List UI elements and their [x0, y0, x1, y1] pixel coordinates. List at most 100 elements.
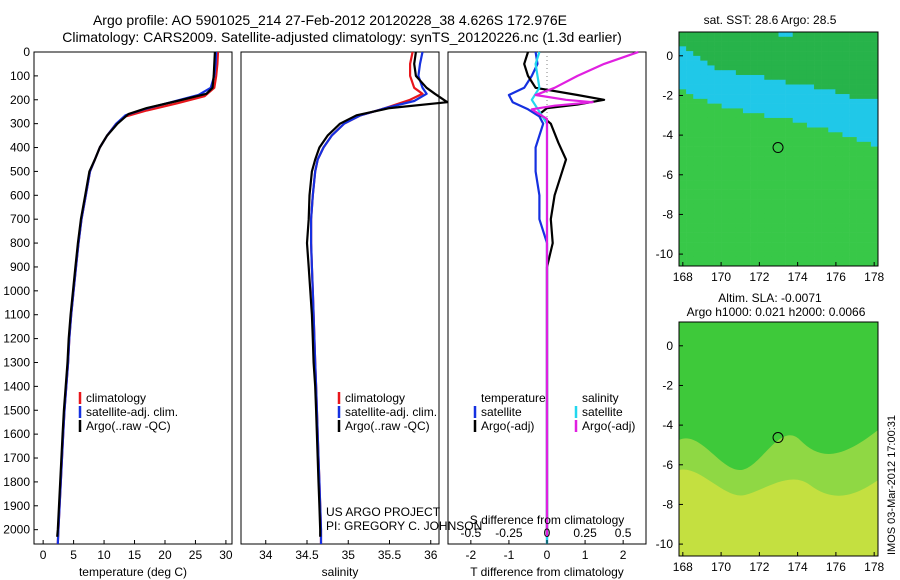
sst-cell	[849, 189, 857, 195]
sst-cell	[863, 51, 872, 57]
sst-cell	[870, 151, 879, 157]
sst-cell	[828, 261, 836, 267]
sst-cell	[714, 132, 722, 138]
sst-cell	[742, 194, 751, 200]
sst-cell	[750, 65, 758, 71]
sst-cell	[849, 180, 857, 186]
sst-cell	[679, 137, 687, 143]
sst-cell	[828, 160, 836, 167]
sst-cell	[679, 256, 687, 262]
sst-cell	[835, 98, 843, 104]
sst-cell	[693, 98, 701, 104]
sst-cell	[742, 113, 751, 119]
sst-cell	[870, 242, 879, 248]
temperature-x-axis: 0 5 10 15 20 25 30	[40, 540, 233, 562]
sst-cell	[771, 175, 779, 181]
sst-cell	[757, 213, 765, 219]
sst-cell	[856, 242, 865, 248]
sst-cell	[714, 65, 722, 71]
sst-cell	[757, 208, 765, 214]
sst-cell	[792, 165, 801, 171]
sst-cell	[814, 261, 822, 267]
map-x-tick-label: 172	[749, 560, 769, 574]
sst-cell	[870, 208, 879, 214]
sst-cell	[828, 103, 836, 109]
sst-cell	[828, 218, 836, 224]
salinity-series	[305, 51, 449, 544]
sst-cell	[686, 70, 694, 76]
sst-cell	[842, 117, 850, 124]
sst-cell	[835, 79, 843, 85]
sst-cell	[700, 84, 708, 90]
sst-cell	[835, 146, 843, 152]
sst-cell	[721, 223, 730, 229]
s-diff-x-tick-label: 0.25	[573, 526, 597, 540]
sst-cell	[721, 113, 730, 119]
sst-cell	[799, 160, 808, 167]
sst-cell	[686, 199, 694, 205]
sst-cell	[764, 223, 772, 229]
sst-cell	[700, 223, 708, 229]
sst-cell	[742, 137, 751, 143]
sst-cell	[742, 84, 751, 90]
sst-cell	[806, 89, 815, 95]
sst-cell	[785, 113, 794, 119]
sst-cell	[799, 199, 808, 205]
sst-cell	[849, 165, 857, 171]
sst-cell	[806, 232, 815, 238]
sst-cell	[856, 89, 865, 95]
sst-cell	[814, 189, 822, 195]
sst-cell	[785, 184, 794, 190]
sst-cell	[870, 223, 879, 229]
sst-cell	[835, 251, 843, 257]
sst-cell	[799, 208, 808, 214]
sst-cell	[757, 36, 765, 42]
sst-cell	[693, 170, 701, 176]
sst-cell	[757, 89, 765, 95]
sst-cell	[764, 46, 772, 52]
map-x-tick-label: 168	[673, 560, 693, 574]
sst-cell	[792, 127, 801, 133]
sst-cell	[686, 156, 694, 162]
sst-cell	[863, 55, 872, 61]
sst-cell	[842, 184, 850, 190]
sst-cell	[863, 194, 872, 200]
sst-cell	[870, 89, 879, 95]
sst-cell	[728, 94, 737, 100]
sst-cell	[721, 146, 730, 152]
sst-cell	[771, 213, 779, 219]
sst-cell	[870, 60, 879, 66]
sst-cell	[693, 84, 701, 90]
sst-cell	[856, 227, 865, 233]
sst-cell	[693, 141, 701, 147]
sst-cell	[764, 51, 772, 57]
sst-cell	[728, 203, 737, 209]
sst-cell	[700, 246, 708, 252]
sst-cell	[714, 117, 722, 124]
sst-cell	[870, 156, 879, 162]
sst-cell	[735, 70, 744, 76]
sst-cell	[814, 199, 822, 205]
sst-cell	[849, 51, 857, 57]
sst-cell	[792, 189, 801, 195]
sst-cell	[700, 94, 708, 100]
sst-cell	[735, 41, 744, 47]
sst-cell	[785, 151, 794, 157]
sst-cell	[778, 137, 786, 143]
sst-cell	[849, 218, 857, 224]
sst-cell	[735, 117, 744, 124]
sst-cell	[693, 122, 701, 128]
sst-cell	[828, 165, 836, 171]
sst-cell	[814, 251, 822, 257]
sst-cell	[728, 175, 737, 181]
sst-cell	[771, 227, 779, 233]
sst-cell	[742, 237, 751, 243]
sst-cell	[693, 65, 701, 71]
sst-cell	[799, 256, 808, 262]
sst-cell	[735, 113, 744, 119]
series-climatology	[56, 51, 220, 545]
sst-cell	[714, 165, 722, 171]
sst-cell	[757, 65, 765, 71]
sst-cell	[735, 137, 744, 143]
sst-cell	[686, 165, 694, 171]
